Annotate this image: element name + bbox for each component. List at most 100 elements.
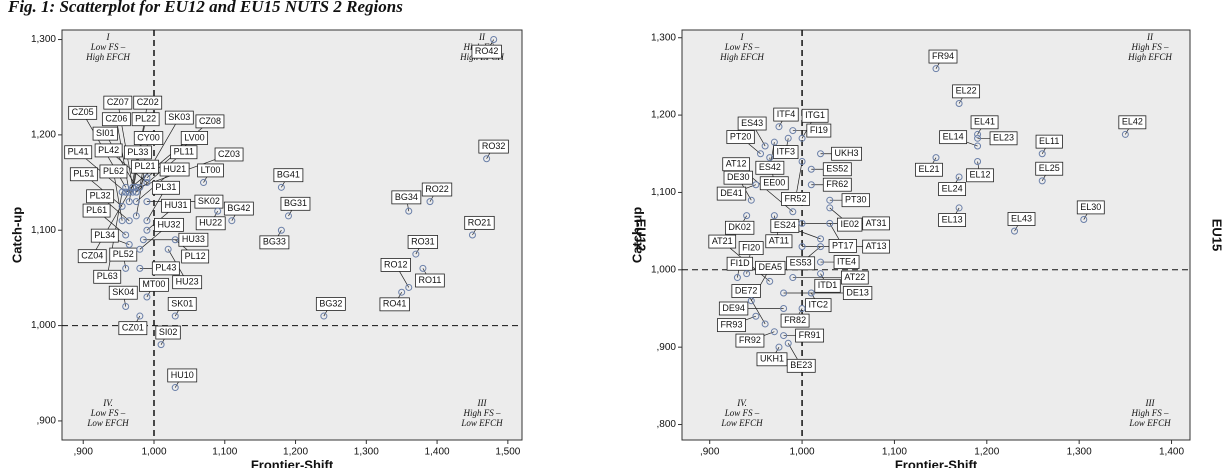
label-box (822, 177, 852, 192)
label-box (133, 131, 164, 145)
point-label-text: RO11 (419, 275, 442, 285)
point-label: EL42 (1118, 115, 1147, 130)
quadrant-text: High EFCH (1127, 52, 1172, 62)
label-box (103, 95, 133, 110)
point-label: CZ08 (195, 114, 225, 129)
quadrant-numeral: I (740, 32, 745, 42)
point-label: CZ02 (133, 95, 163, 110)
point-label: FR82 (780, 313, 810, 328)
point-label: SI02 (155, 325, 181, 340)
label-box (831, 146, 862, 161)
point-label-text: MT00 (142, 279, 165, 289)
label-box (152, 180, 180, 195)
label-box (952, 84, 981, 99)
point-label: AT13 (862, 239, 890, 254)
label-box (735, 333, 765, 348)
point-label: EL22 (952, 84, 981, 99)
label-box (214, 147, 244, 162)
label-box (68, 105, 98, 120)
label-box (717, 318, 746, 333)
point-label-text: PL22 (135, 114, 156, 124)
point-label-text: AT22 (844, 272, 865, 282)
label-box (170, 145, 198, 160)
point-label: MT00 (139, 277, 169, 292)
point-label-text: DK02 (728, 222, 751, 232)
label-box (164, 110, 194, 125)
point-label: DE72 (731, 284, 761, 298)
x-tick-label: ,900 (73, 447, 93, 458)
point-label-text: EL24 (942, 183, 963, 193)
point-label: EL25 (1035, 161, 1064, 176)
label-box (822, 162, 852, 177)
point-label-text: IE02 (840, 219, 859, 229)
point-label: EL23 (989, 131, 1018, 146)
label-box (315, 297, 346, 311)
point (139, 236, 147, 244)
point (817, 150, 825, 158)
point-label-text: RO22 (425, 184, 449, 194)
quadrant-text: High FS – (1131, 408, 1169, 418)
quadrant-text: Low FS – (90, 42, 126, 52)
quadrant-numeral: III (1145, 398, 1156, 408)
label-box (989, 131, 1018, 146)
point-label: CY00 (133, 131, 164, 145)
label-box (94, 143, 123, 158)
label-box (828, 239, 857, 253)
point (807, 165, 815, 173)
point (122, 264, 130, 272)
label-box (722, 157, 750, 172)
point-label-text: RO42 (475, 46, 499, 56)
point-label-text: CZ05 (72, 107, 94, 117)
point-label: RO31 (407, 235, 439, 249)
point (826, 204, 834, 212)
point (1121, 130, 1129, 138)
point-label: UKH3 (831, 146, 862, 161)
point-label-text: EL11 (1039, 136, 1059, 146)
point-label: ITC2 (805, 298, 832, 313)
point-label-text: ES42 (759, 162, 781, 172)
point-label: ITF4 (773, 107, 799, 122)
point-label-text: SI01 (96, 128, 115, 138)
point-label-text: BG31 (284, 198, 307, 208)
point-label-text: ITE4 (837, 256, 856, 266)
y-axis-label: Catch-up (9, 207, 24, 263)
x-tick-label: 1,300 (354, 447, 379, 458)
point-label-text: UKH3 (835, 148, 859, 158)
point-label: FI20 (738, 241, 764, 255)
point (955, 204, 963, 212)
point-label-text: EL41 (974, 117, 995, 127)
label-box (738, 241, 764, 255)
label-box (181, 249, 210, 264)
quadrant-text: Low EFCH (460, 418, 503, 428)
label-box (161, 198, 191, 213)
point-label: PL22 (131, 112, 160, 127)
point-label-text: RO31 (411, 236, 435, 246)
point (483, 155, 491, 163)
point-label: BG34 (391, 190, 422, 205)
point (129, 183, 137, 191)
label-box (109, 247, 138, 262)
point-label-text: BE23 (790, 360, 812, 370)
point-label: PL31 (152, 180, 180, 195)
point-label: PT17 (828, 239, 857, 253)
label-box (938, 213, 967, 227)
plot-area (681, 29, 1191, 441)
label-box (151, 261, 180, 276)
label-box (86, 189, 115, 204)
point-label-text: PL52 (113, 249, 134, 259)
point-label: PL41 (64, 145, 93, 160)
point-label: EE00 (759, 176, 789, 191)
point-label: DK02 (724, 220, 755, 235)
point (757, 150, 765, 158)
point (747, 196, 755, 204)
point-label-text: HU22 (199, 218, 222, 228)
point (132, 188, 140, 196)
point (136, 264, 144, 272)
point-label-text: HU23 (176, 277, 199, 287)
point-label-text: CZ07 (107, 97, 129, 107)
point-label: PL52 (109, 247, 138, 262)
point-label-text: HU10 (171, 370, 194, 380)
point-label: ES52 (822, 162, 852, 177)
point-label: LT00 (197, 163, 224, 178)
label-box (724, 220, 755, 235)
